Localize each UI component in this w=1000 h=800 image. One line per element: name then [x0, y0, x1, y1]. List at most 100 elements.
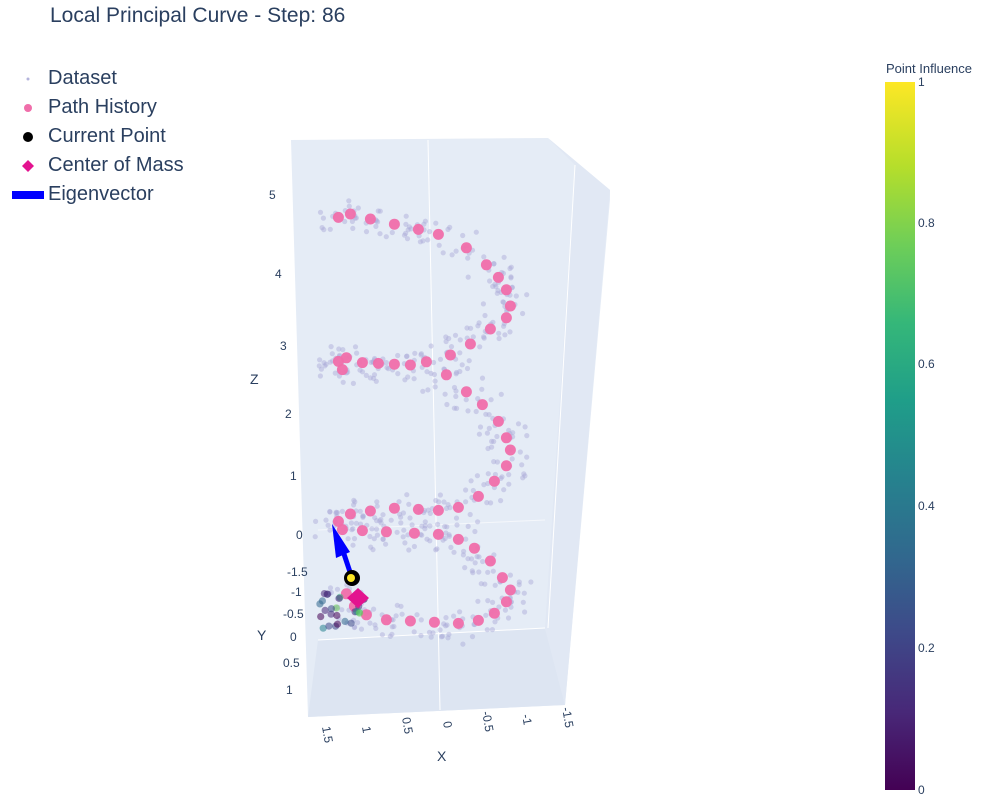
dataset-point — [346, 203, 352, 209]
dataset-point — [515, 589, 521, 595]
path-history-point — [364, 213, 376, 225]
legend-item-center-of-mass[interactable]: Center of Mass — [10, 151, 184, 180]
z-tick: 0 — [296, 528, 303, 542]
x-tick: -1.5 — [559, 706, 576, 729]
dataset-point — [427, 510, 433, 516]
influence-point — [316, 600, 324, 608]
dataset-point — [431, 371, 437, 378]
path-history-point — [492, 415, 504, 427]
dataset-point — [327, 508, 333, 515]
dataset-point — [425, 387, 431, 393]
dataset-point — [417, 239, 423, 245]
dataset-point — [432, 384, 438, 390]
scene-3d[interactable]: 5 4 3 2 1 0 Z -1.5 -1 -0.5 0 0.5 1 Y 1.5… — [0, 0, 880, 800]
dataset-point — [451, 405, 457, 411]
dataset-point — [317, 357, 323, 363]
dataset-point — [318, 366, 324, 372]
dataset-point — [350, 380, 356, 386]
legend-item-current-point[interactable]: Current Point — [10, 122, 184, 151]
dataset-point — [506, 427, 512, 433]
dataset-point — [431, 359, 437, 366]
dataset-point — [443, 623, 449, 629]
dataset-point — [380, 536, 386, 543]
dataset-point — [466, 358, 472, 364]
path-history-point — [484, 323, 496, 335]
pink-circle-icon — [10, 98, 46, 118]
dataset-point — [463, 536, 469, 542]
small-dot-icon — [10, 69, 46, 89]
dataset-point — [462, 565, 468, 571]
dataset-point — [484, 500, 490, 506]
z-axis-ticks: 5 4 3 2 1 0 — [269, 188, 303, 542]
legend-item-eigenvector[interactable]: Eigenvector — [10, 180, 184, 209]
dataset-point — [507, 329, 513, 335]
dataset-point — [486, 425, 492, 431]
dataset-point — [316, 363, 322, 369]
dataset-point — [380, 536, 386, 542]
dataset-point — [449, 252, 455, 258]
dataset-point — [323, 361, 329, 367]
dataset-point — [457, 368, 463, 375]
y-tick: -1 — [291, 585, 302, 599]
dataset-point — [490, 283, 496, 289]
dataset-point — [375, 219, 381, 225]
dataset-point — [508, 275, 514, 281]
path-history-point — [344, 208, 356, 220]
dataset-point — [411, 543, 417, 550]
dataset-point — [373, 223, 379, 229]
dataset-point — [457, 350, 463, 356]
dataset-point — [446, 533, 452, 539]
dataset-point — [358, 626, 365, 632]
dataset-point — [371, 606, 377, 612]
dataset-point — [442, 523, 448, 530]
dataset-point — [375, 208, 381, 214]
dataset-point — [516, 582, 522, 588]
dataset-point — [327, 509, 333, 515]
dataset-point — [317, 373, 323, 379]
dataset-point — [451, 549, 457, 555]
z-tick: 3 — [280, 339, 287, 353]
path-history-point — [500, 596, 512, 608]
dataset-point — [484, 430, 490, 436]
dataset-point — [522, 473, 528, 479]
legend-item-dataset[interactable]: Dataset — [10, 64, 184, 93]
legend-item-path-history[interactable]: Path History — [10, 93, 184, 122]
dataset-point — [368, 359, 374, 365]
dataset-point — [321, 227, 327, 233]
blue-bar-icon — [10, 185, 46, 205]
path-history-point — [452, 533, 464, 545]
dataset-point — [485, 471, 491, 477]
dataset-point — [427, 538, 433, 544]
dataset-point — [428, 370, 434, 376]
dataset-point — [513, 293, 519, 299]
scene-background — [291, 138, 610, 717]
y-tick: 0.5 — [283, 656, 300, 670]
dataset-point — [402, 540, 408, 546]
dataset-point — [453, 369, 460, 376]
dataset-point — [469, 634, 476, 640]
dataset-point — [469, 556, 475, 562]
dataset-point — [411, 629, 417, 635]
dataset-point — [482, 581, 488, 587]
dataset-point — [384, 365, 390, 371]
gridlines — [317, 139, 576, 711]
dataset-point — [374, 503, 380, 509]
dataset-point — [496, 335, 502, 342]
dataset-point — [463, 487, 469, 493]
dataset-point — [401, 527, 407, 533]
dataset-point — [374, 499, 380, 505]
dataset-point — [394, 602, 400, 608]
colorbar-title: Point Influence — [886, 61, 973, 76]
dataset-point — [380, 512, 386, 518]
dataset-point — [481, 482, 487, 488]
dataset-point — [444, 622, 450, 628]
dataset-point — [494, 433, 500, 440]
dataset-point — [353, 520, 359, 526]
dataset-point — [467, 511, 473, 518]
dataset-point — [443, 505, 450, 511]
path-history-point — [432, 228, 444, 240]
path-history-point — [332, 211, 344, 223]
dataset-point — [327, 226, 333, 232]
path-history-point — [388, 358, 400, 370]
dataset-point — [502, 332, 508, 338]
